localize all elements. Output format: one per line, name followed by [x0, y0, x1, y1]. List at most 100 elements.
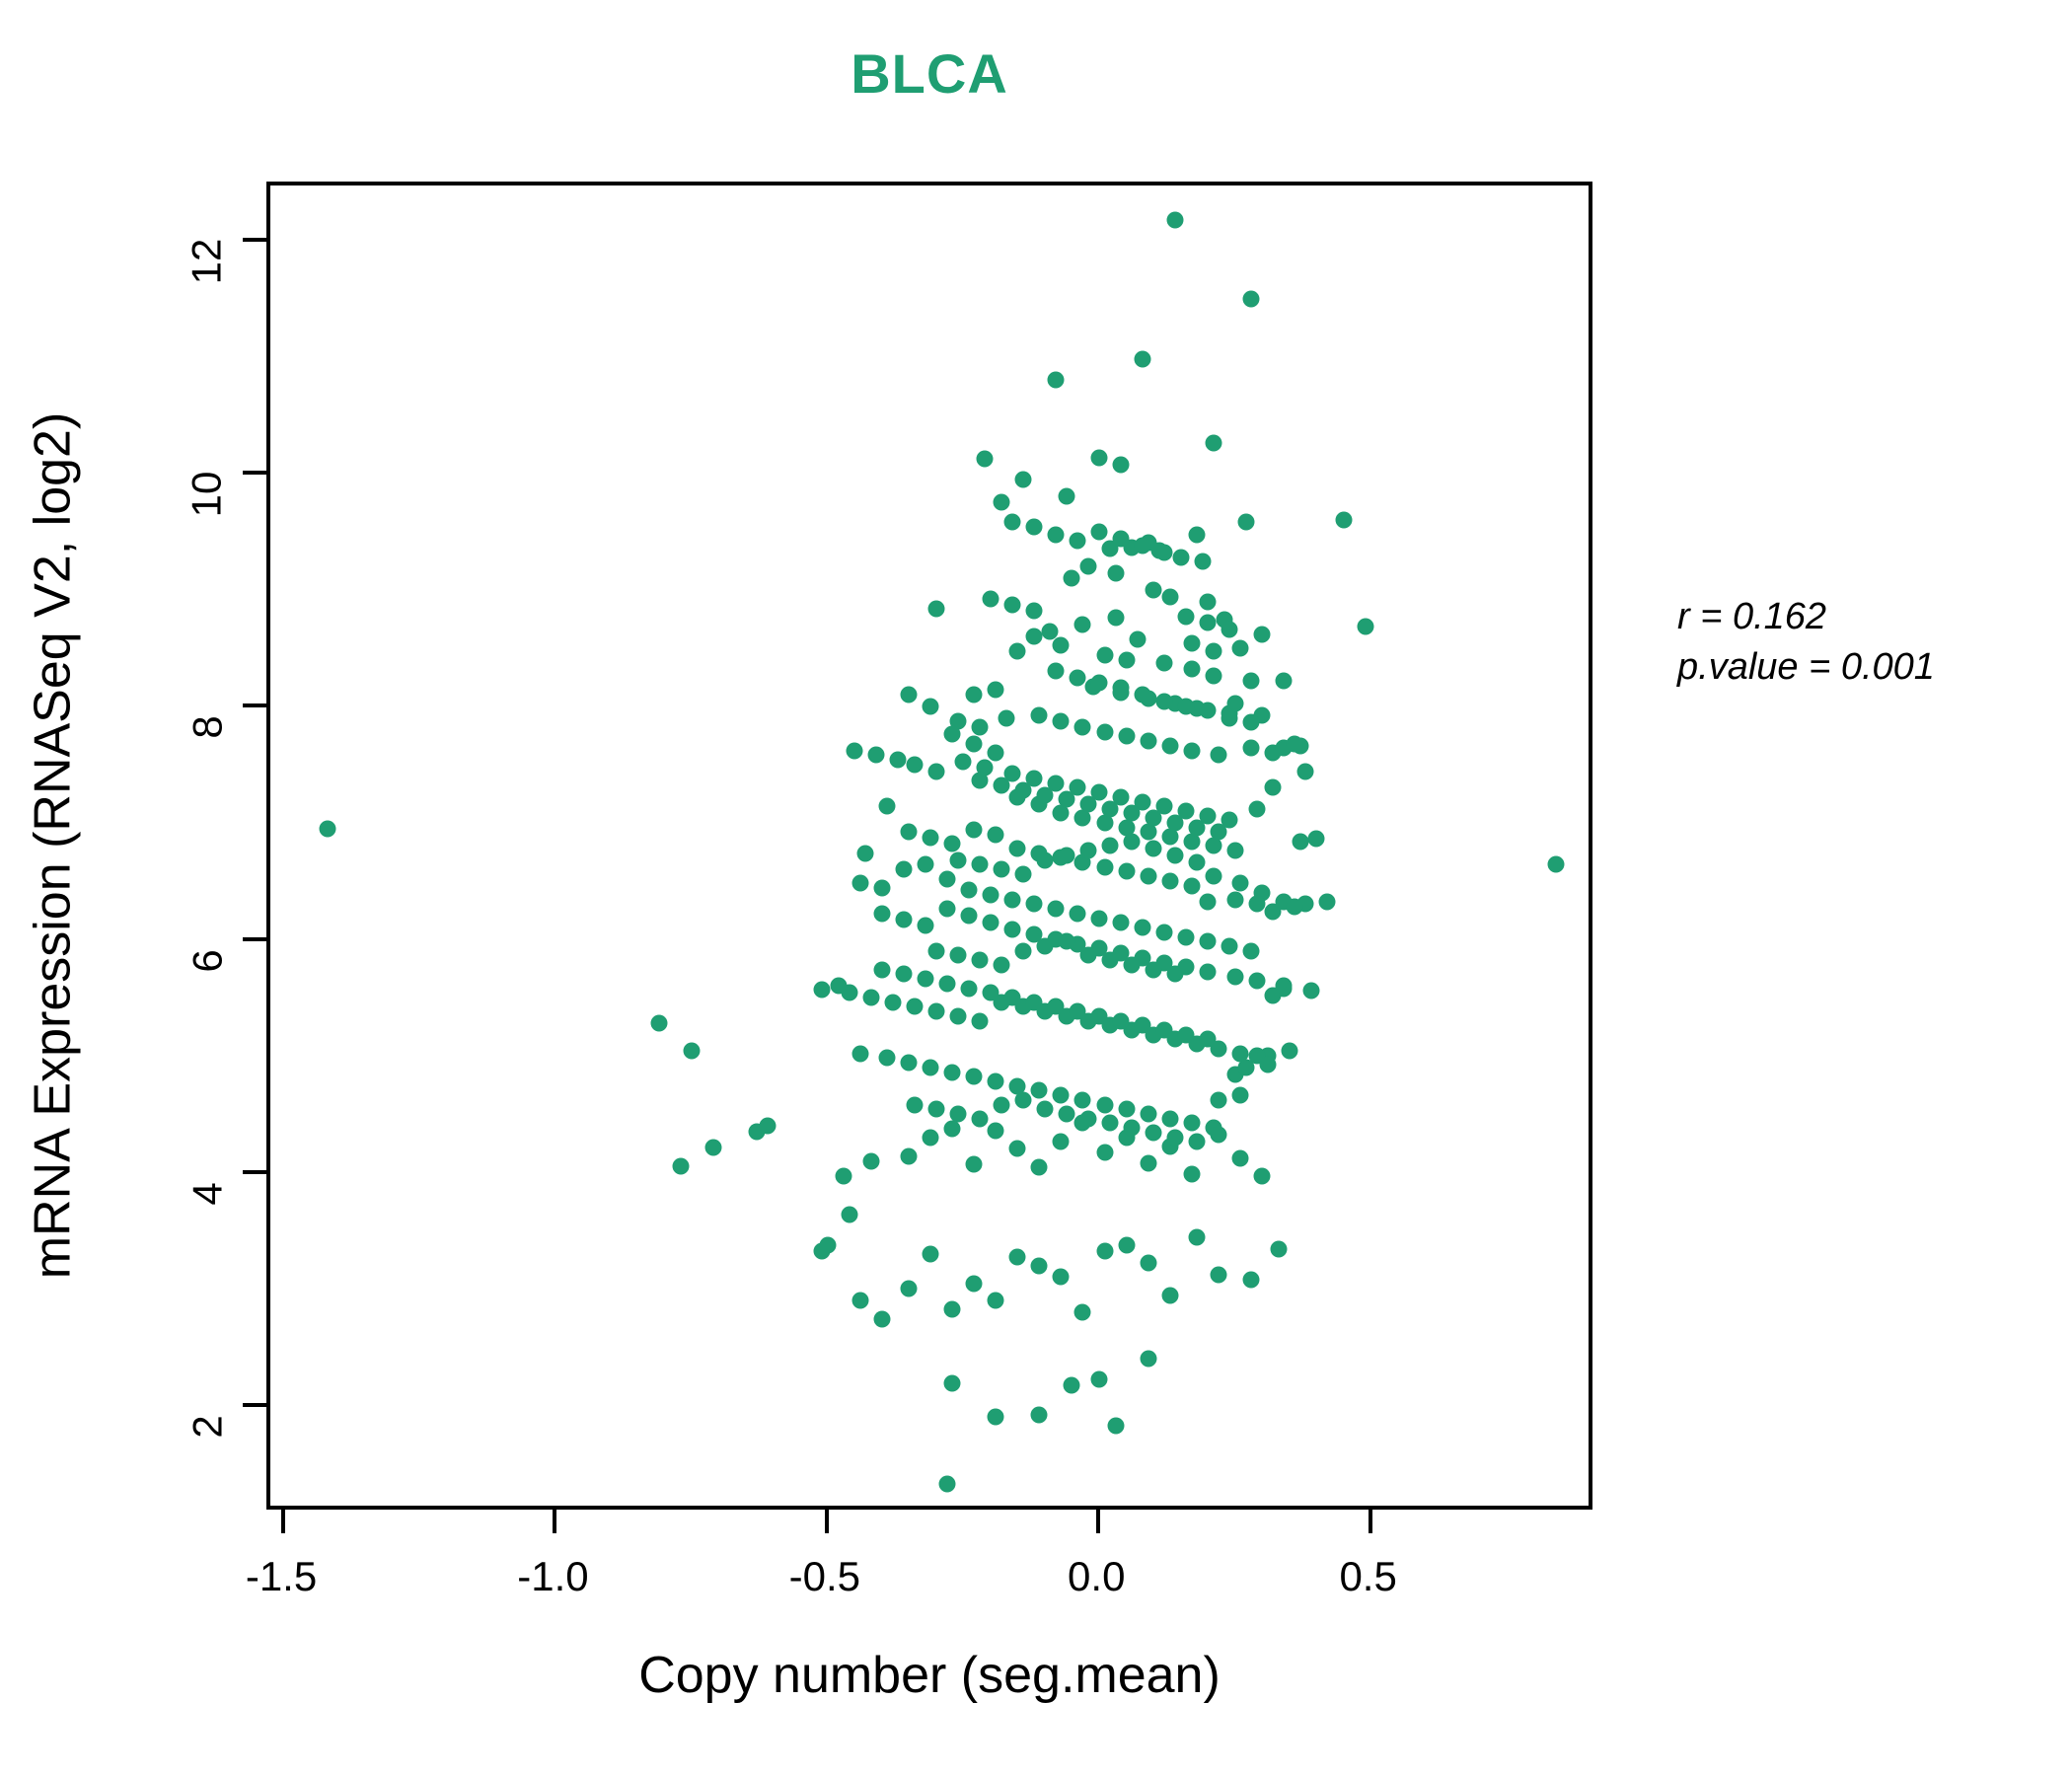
data-point	[1145, 961, 1162, 979]
data-point	[976, 450, 994, 468]
data-point	[993, 860, 1010, 878]
data-point	[878, 797, 896, 815]
data-point	[1188, 853, 1206, 871]
data-point	[960, 881, 978, 899]
data-point	[1096, 723, 1113, 741]
data-point	[906, 756, 924, 774]
data-point	[917, 917, 934, 934]
data-point	[1259, 1056, 1277, 1073]
data-point	[1270, 1240, 1288, 1258]
data-point	[1210, 823, 1227, 841]
data-point	[1107, 1417, 1125, 1435]
data-point	[900, 1054, 918, 1072]
data-point	[1264, 778, 1282, 796]
data-point	[1014, 942, 1032, 960]
data-point	[1357, 618, 1374, 635]
data-point	[1008, 1248, 1026, 1266]
data-point	[943, 835, 961, 852]
data-point	[1155, 693, 1173, 710]
data-point	[1145, 1124, 1162, 1142]
data-point	[922, 1245, 939, 1263]
data-point	[906, 1096, 924, 1114]
data-point	[1140, 1154, 1157, 1172]
x-tick-label: 0.0	[1068, 1553, 1126, 1599]
data-point	[1069, 905, 1086, 923]
data-point	[1107, 609, 1125, 627]
data-point	[1025, 602, 1043, 620]
data-point	[900, 686, 918, 703]
data-point	[1036, 786, 1054, 803]
data-point	[1025, 518, 1043, 536]
data-point	[987, 826, 1004, 844]
data-point	[1090, 523, 1108, 541]
x-tick-label: -1.0	[517, 1553, 589, 1599]
data-point	[971, 951, 989, 969]
data-point	[1177, 928, 1195, 946]
data-point	[943, 1064, 961, 1080]
data-point	[813, 1242, 831, 1260]
y-axis-title-text: mRNA Expression (RNASeq V2, log2)	[24, 411, 82, 1280]
data-point	[1221, 811, 1238, 829]
data-point	[1025, 770, 1043, 787]
data-point	[1025, 994, 1043, 1011]
data-point	[1221, 709, 1238, 727]
data-point	[900, 1147, 918, 1165]
data-point	[862, 1152, 880, 1170]
data-point	[1047, 371, 1065, 389]
data-point	[884, 994, 902, 1011]
data-point	[1275, 977, 1293, 995]
data-point	[1063, 569, 1080, 587]
data-point	[1205, 867, 1222, 885]
data-point	[1140, 823, 1157, 841]
data-point	[982, 984, 999, 1001]
data-point	[1107, 564, 1125, 582]
data-point	[1296, 763, 1314, 780]
data-point	[873, 905, 891, 923]
data-point	[1052, 636, 1070, 654]
data-point	[1030, 706, 1048, 724]
data-point	[922, 1059, 939, 1076]
data-point	[1281, 1042, 1298, 1060]
data-point	[1286, 735, 1303, 753]
data-point	[841, 1206, 858, 1223]
data-point	[1145, 840, 1162, 857]
data-point	[1140, 867, 1157, 885]
data-points-layer	[270, 185, 1589, 1506]
data-point	[1183, 833, 1201, 851]
data-point	[982, 886, 999, 904]
x-tick-label: -1.5	[245, 1553, 318, 1599]
data-point	[1161, 588, 1179, 606]
data-point	[672, 1157, 690, 1175]
data-point	[965, 1068, 983, 1085]
data-point	[1025, 895, 1043, 913]
data-point	[927, 1002, 945, 1020]
data-point	[1199, 593, 1217, 610]
data-point	[1205, 434, 1222, 452]
data-point	[971, 1110, 989, 1128]
data-point	[998, 709, 1015, 727]
data-point	[1134, 686, 1151, 703]
data-point	[1030, 1257, 1048, 1274]
data-point	[1242, 1271, 1260, 1289]
data-point	[1221, 621, 1238, 638]
data-point	[943, 1120, 961, 1138]
data-point	[987, 1292, 1004, 1309]
data-point	[971, 718, 989, 736]
data-point	[1188, 1133, 1206, 1150]
data-point	[851, 874, 869, 892]
data-point	[1248, 972, 1266, 990]
x-tick-label: -0.5	[788, 1553, 861, 1599]
data-point	[1205, 837, 1222, 854]
data-point	[1047, 662, 1065, 680]
data-point	[1134, 537, 1151, 555]
x-tick-mark	[1368, 1506, 1372, 1533]
data-point	[993, 956, 1010, 974]
data-point	[1052, 1268, 1070, 1286]
data-point	[993, 1096, 1010, 1114]
data-point	[1025, 628, 1043, 645]
data-point	[1145, 581, 1162, 599]
data-point	[1025, 925, 1043, 943]
data-point	[851, 1045, 869, 1063]
data-point	[1155, 924, 1173, 941]
data-point	[1275, 672, 1293, 690]
